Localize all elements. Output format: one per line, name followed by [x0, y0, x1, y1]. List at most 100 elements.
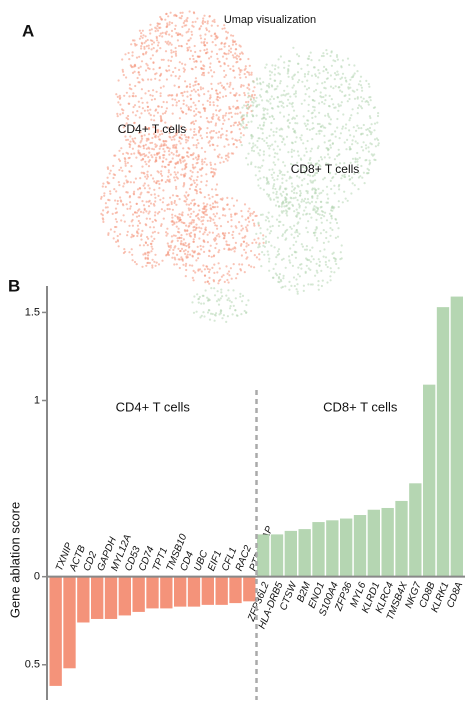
umap-point	[232, 34, 235, 37]
umap-point	[357, 127, 360, 130]
umap-point	[199, 86, 202, 89]
umap-point	[192, 179, 195, 182]
umap-point	[207, 193, 210, 197]
umap-point	[218, 60, 221, 64]
umap-point	[331, 205, 334, 209]
umap-point	[239, 136, 242, 139]
umap-point	[324, 256, 328, 259]
umap-point	[274, 272, 277, 275]
umap-point	[149, 226, 152, 229]
umap-point	[166, 204, 169, 207]
umap-point	[120, 147, 123, 150]
umap-point	[218, 153, 221, 156]
umap-point	[160, 174, 164, 177]
umap-point	[297, 266, 300, 269]
umap-point	[231, 43, 234, 46]
umap-point	[185, 268, 188, 272]
umap-point	[215, 212, 218, 215]
umap-point	[124, 164, 127, 167]
umap-point	[278, 73, 281, 76]
umap-point	[315, 262, 318, 265]
umap-point	[112, 237, 115, 240]
umap-point	[200, 314, 203, 317]
umap-point	[342, 113, 345, 116]
umap-point	[165, 78, 168, 81]
umap-point	[241, 227, 244, 230]
umap-point	[275, 127, 278, 130]
umap-point	[254, 165, 257, 168]
umap-point	[259, 149, 262, 152]
umap-point	[303, 122, 306, 125]
umap-point	[142, 211, 145, 214]
umap-point	[178, 136, 181, 139]
umap-point	[199, 37, 203, 40]
umap-point	[245, 123, 248, 127]
umap-point	[160, 144, 163, 148]
umap-point	[273, 183, 276, 186]
umap-point	[244, 251, 247, 254]
umap-point	[233, 76, 236, 79]
umap-point	[182, 21, 185, 25]
umap-point	[211, 20, 214, 23]
umap-point	[134, 84, 137, 88]
umap-point	[276, 250, 280, 253]
umap-point	[210, 287, 213, 290]
umap-point	[272, 97, 275, 100]
umap-point	[328, 259, 331, 262]
umap-point	[303, 248, 307, 251]
umap-point	[247, 121, 250, 124]
umap-point	[174, 258, 177, 261]
umap-point	[190, 97, 193, 100]
umap-point	[152, 132, 155, 136]
umap-point	[129, 140, 132, 143]
umap-point	[239, 295, 242, 298]
umap-point	[228, 107, 231, 110]
umap-point	[282, 161, 285, 164]
umap-point	[302, 165, 305, 168]
umap-point	[349, 161, 352, 164]
umap-point	[167, 15, 170, 18]
umap-point	[283, 164, 287, 167]
umap-point	[305, 264, 308, 267]
umap-point	[257, 166, 260, 169]
umap-point	[243, 91, 246, 95]
umap-point	[214, 188, 217, 191]
umap-point	[296, 175, 299, 178]
umap-point	[208, 282, 211, 285]
umap-point	[295, 136, 298, 139]
umap-point	[202, 216, 205, 219]
umap-point	[172, 136, 175, 139]
umap-point	[146, 244, 149, 247]
umap-point	[252, 210, 256, 214]
umap-point	[356, 151, 359, 155]
umap-point	[152, 148, 156, 151]
bar-chart: 0.5011.5TXNIPACTBCD2GAPDHMYL12ACD53CD74T…	[25, 286, 465, 700]
umap-point	[318, 102, 321, 105]
umap-point	[223, 63, 226, 66]
umap-point	[106, 180, 109, 184]
umap-point	[258, 124, 261, 127]
umap-point	[203, 207, 206, 210]
umap-point	[324, 99, 327, 102]
umap-point	[337, 153, 340, 156]
umap-point	[143, 182, 146, 185]
umap-point	[128, 142, 131, 146]
umap-point	[151, 266, 154, 269]
umap-point	[168, 147, 171, 150]
bar	[146, 576, 159, 609]
umap-point	[293, 191, 296, 194]
umap-point	[317, 288, 320, 291]
umap-point	[144, 160, 147, 163]
umap-point	[326, 52, 329, 55]
umap-point	[335, 73, 338, 77]
umap-point	[186, 229, 189, 232]
umap-point	[153, 119, 156, 122]
umap-point	[348, 129, 351, 132]
umap-point	[350, 76, 353, 79]
umap-point	[154, 30, 157, 33]
umap-point	[225, 265, 228, 268]
umap-point	[294, 256, 297, 259]
umap-point	[349, 78, 352, 81]
umap-point	[217, 262, 220, 265]
umap-point	[223, 24, 226, 27]
